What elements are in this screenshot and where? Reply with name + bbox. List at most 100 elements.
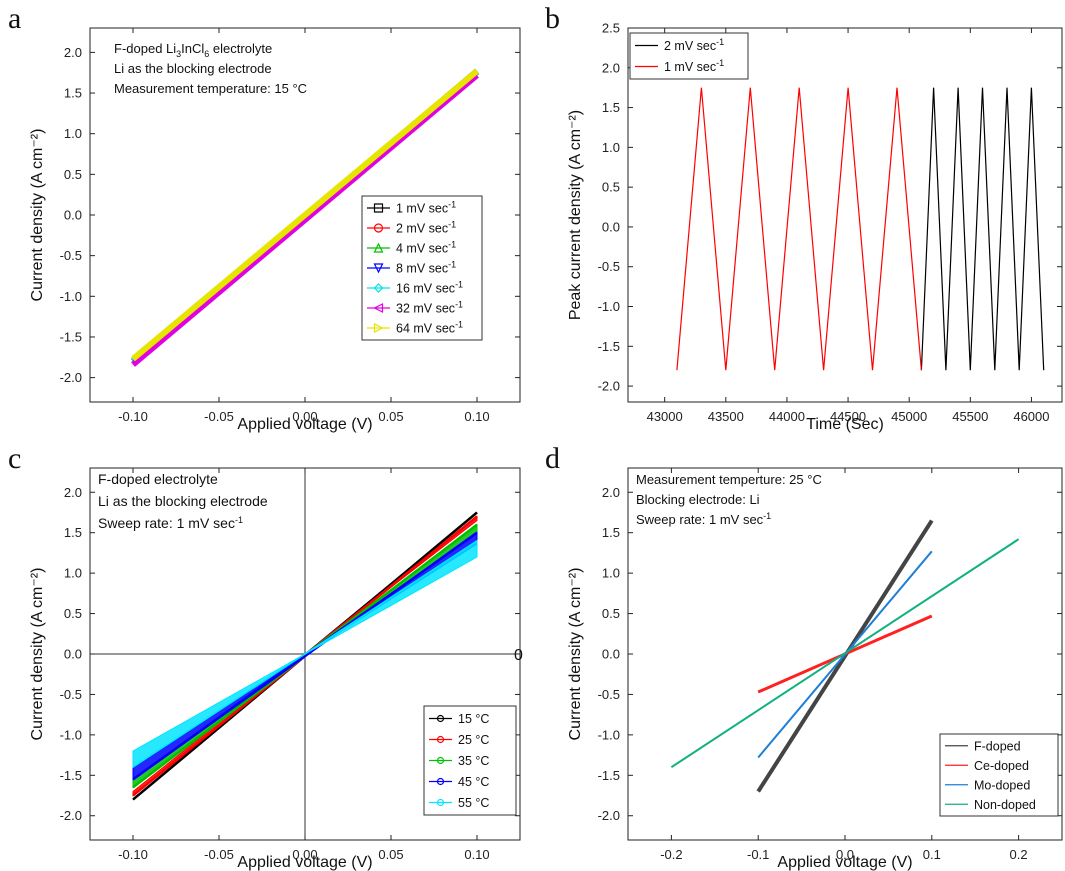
stray-zero-label: 0 <box>514 647 523 664</box>
legend: F-doped Ce-doped Mo-doped Non-doped <box>939 733 1059 817</box>
annotation-1: Li as the blocking electrode <box>98 493 268 509</box>
legend-marker-0 <box>373 203 384 213</box>
y-tick-label: 1.5 <box>64 86 82 101</box>
y-tick-label: 1.0 <box>602 566 620 581</box>
series-line-0 <box>756 519 934 793</box>
legend-label-3: 45 °C <box>458 775 489 789</box>
series-line-3 <box>670 538 1020 769</box>
y-tick-label: -0.5 <box>598 259 620 274</box>
y-axis-label: Current density (A cm⁻²) <box>29 129 46 302</box>
y-tick-label: -1.0 <box>60 727 82 742</box>
chart-panel-c: 0 -0.10 -0.05 0.00 0.05 0.10 -2.0 -1.5 -1.0 -0.5 0… <box>29 467 523 871</box>
x-tick-label: -0.10 <box>118 409 148 424</box>
y-tick-label: 1.5 <box>602 525 620 540</box>
series-line-4 <box>132 540 478 768</box>
legend-marker-3 <box>373 263 384 274</box>
y-tick-label: 0.0 <box>602 647 620 662</box>
y-tick-label: 0.0 <box>602 219 620 234</box>
legend-label-2: Mo-doped <box>974 778 1030 792</box>
y-tick-label: 1.0 <box>64 566 82 581</box>
legend-label-4: 55 °C <box>458 796 489 810</box>
x-axis-label: Applied voltage (V) <box>237 854 372 871</box>
y-tick-label: -2.0 <box>598 808 620 823</box>
legend-label-4: 16 mV sec-1 <box>396 280 463 296</box>
annotation-0: Measurement temperture: 25 °C <box>636 472 822 487</box>
series-line-2 <box>757 550 933 759</box>
x-tick-label: -0.05 <box>204 409 234 424</box>
y-tick-label: -1.5 <box>598 768 620 783</box>
annotation-0: F-doped Li3InCl6 electrolyte <box>114 41 272 59</box>
legend-marker-2 <box>373 242 384 253</box>
series-line-3 <box>132 531 478 781</box>
series-line-1 <box>676 87 922 371</box>
y-tick-label: -2.0 <box>60 370 82 385</box>
y-tick-label: -1.5 <box>60 768 82 783</box>
legend-marker-1 <box>436 735 445 744</box>
legend-label-3: 8 mV sec-1 <box>396 260 456 276</box>
legend-label-2: 4 mV sec-1 <box>396 240 456 256</box>
x-axis-label: Applied voltage (V) <box>237 416 372 433</box>
y-tick-label: 1.5 <box>602 100 620 115</box>
y-tick-label: -1.5 <box>598 339 620 354</box>
legend-label-1: Ce-doped <box>974 759 1029 773</box>
y-tick-label: 0.5 <box>602 606 620 621</box>
legend: 15 °C 25 °C 35 °C 45 °C 55 °C <box>423 705 517 816</box>
y-tick-label: -1.0 <box>598 727 620 742</box>
y-tick-label: -1.5 <box>60 329 82 344</box>
x-tick-label: 45000 <box>891 409 927 424</box>
chart-panel-d: -0.2 -0.1 0.0 0.1 0.2 -2.0 -1.5 -1.0 -0.5 0.0 0.5 1… <box>567 467 1063 871</box>
x-axis-label: Time (Sec) <box>806 416 884 433</box>
y-tick-label: 2.0 <box>64 485 82 500</box>
legend-label-3: Non-doped <box>974 798 1036 812</box>
legend-label-0: 1 mV sec-1 <box>396 200 456 216</box>
y-tick-label: 1.0 <box>64 126 82 141</box>
panel-letter-a: a <box>8 2 21 35</box>
y-tick-label: 0.0 <box>64 208 82 223</box>
annotation-1: Blocking electrode: Li <box>636 492 760 507</box>
y-tick-label: 2.0 <box>64 45 82 60</box>
annotation-0: F-doped electrolyte <box>98 471 218 487</box>
x-tick-label: -0.1 <box>747 847 769 862</box>
annotation-2: Measurement temperature: 15 °C <box>114 81 307 96</box>
x-tick-label: -0.05 <box>204 847 234 862</box>
y-tick-label: 1.0 <box>602 140 620 155</box>
legend-marker-1 <box>373 223 384 233</box>
y-axis-label: Current density (A cm⁻²) <box>29 568 46 741</box>
x-tick-label: 0.00 <box>292 847 317 862</box>
x-tick-label: 43500 <box>708 409 744 424</box>
legend-label-1: 25 °C <box>458 733 489 747</box>
legend-marker-3 <box>436 777 445 786</box>
y-tick-label: 0.5 <box>64 606 82 621</box>
y-tick-label: -0.5 <box>60 248 82 263</box>
legend-label-0: F-doped <box>974 739 1021 753</box>
x-tick-label: 0.05 <box>378 409 403 424</box>
x-tick-label: 0.05 <box>378 847 403 862</box>
annotation-2: Sweep rate: 1 mV sec-1 <box>636 511 771 527</box>
series-line-0 <box>920 87 1045 371</box>
chart-panel-b: 43000 43500 44000 44500 45000 45500 46000 -2.0 -… <box>567 21 1063 433</box>
legend: 1 mV sec-1 2 mV sec-1 4 mV sec-1 8 mV sec-1… <box>361 195 483 341</box>
x-tick-label: 0.0 <box>836 847 854 862</box>
legend-label-6: 64 mV sec-1 <box>396 320 463 336</box>
legend-marker-5 <box>373 303 384 313</box>
legend-box <box>939 733 1059 817</box>
legend-marker-4 <box>436 798 445 807</box>
legend-label-1: 1 mV sec-1 <box>664 58 724 74</box>
y-axis-label: Peak current density (A cm⁻²) <box>567 110 584 320</box>
x-tick-label: 43000 <box>647 409 683 424</box>
x-axis-label: Applied voltage (V) <box>777 854 912 871</box>
x-tick-label: 0.10 <box>464 847 489 862</box>
legend-label-5: 32 mV sec-1 <box>396 300 463 316</box>
panel-letter-c: c <box>8 442 21 475</box>
x-tick-label: 44000 <box>769 409 805 424</box>
annotation-2: Sweep rate: 1 mV sec-1 <box>98 515 243 531</box>
y-tick-label: 1.5 <box>64 525 82 540</box>
y-tick-label: -1.0 <box>598 299 620 314</box>
x-tick-label: 46000 <box>1013 409 1049 424</box>
legend-label-2: 35 °C <box>458 754 489 768</box>
y-tick-label: 2.0 <box>602 485 620 500</box>
y-tick-label: 0.5 <box>602 180 620 195</box>
y-tick-label: -2.0 <box>60 808 82 823</box>
x-tick-label: 44500 <box>830 409 866 424</box>
